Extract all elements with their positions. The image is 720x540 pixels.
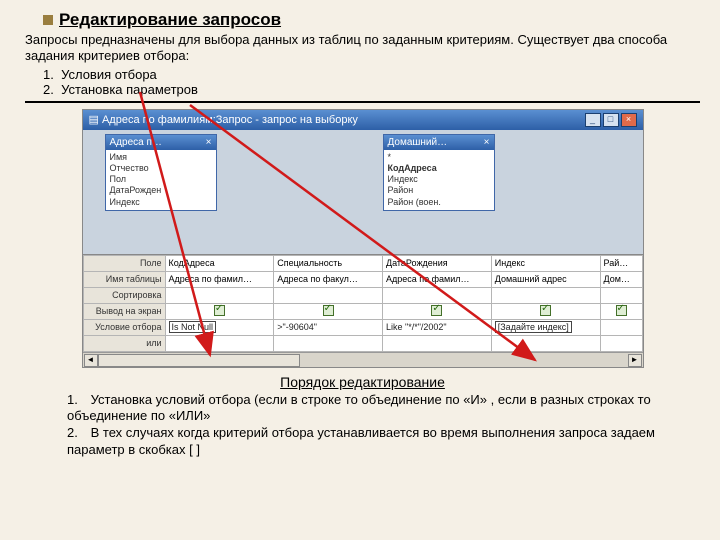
ways-list: 1. Условия отбора 2. Установка параметро… bbox=[43, 67, 700, 97]
app-icon: ▤ bbox=[89, 114, 99, 126]
query-designer-window: ▤ Адреса по фамилиям:Запрос - запрос на … bbox=[82, 109, 644, 368]
criteria-cell[interactable]: Is Not Null bbox=[169, 321, 217, 333]
show-checkbox[interactable] bbox=[323, 305, 334, 316]
minimize-button[interactable]: _ bbox=[585, 113, 601, 127]
show-checkbox[interactable] bbox=[540, 305, 551, 316]
show-checkbox[interactable] bbox=[214, 305, 225, 316]
scroll-left-icon[interactable]: ◄ bbox=[84, 354, 98, 367]
slide-title: Редактирование запросов bbox=[43, 10, 700, 30]
tables-pane: Адреса п…× Имя Отчество Пол ДатаРожден И… bbox=[83, 130, 643, 254]
scroll-right-icon[interactable]: ► bbox=[628, 354, 642, 367]
window-titlebar: ▤ Адреса по фамилиям:Запрос - запрос на … bbox=[83, 110, 643, 130]
criteria-cell[interactable]: [Задайте индекс] bbox=[495, 321, 572, 333]
close-icon[interactable]: × bbox=[484, 137, 490, 148]
show-checkbox[interactable] bbox=[616, 305, 627, 316]
criteria-cell[interactable]: Like "*/*"/2002" bbox=[386, 322, 447, 332]
criteria-cell[interactable]: >"-90604" bbox=[277, 322, 317, 332]
show-checkbox[interactable] bbox=[431, 305, 442, 316]
divider bbox=[25, 101, 700, 103]
horizontal-scrollbar[interactable]: ◄ ► bbox=[83, 352, 643, 367]
scroll-thumb[interactable] bbox=[98, 354, 300, 367]
table-source-right[interactable]: Домашний…× * КодАдреса Индекс Район Райо… bbox=[383, 134, 495, 211]
maximize-button[interactable]: □ bbox=[603, 113, 619, 127]
close-button[interactable]: × bbox=[621, 113, 637, 127]
procedure-list: 1. Установка условий отбора (если в стро… bbox=[67, 392, 680, 460]
intro-text: Запросы предназначены для выбора данных … bbox=[25, 32, 700, 65]
bullet-square bbox=[43, 15, 53, 25]
close-icon[interactable]: × bbox=[206, 137, 212, 148]
table-source-left[interactable]: Адреса п…× Имя Отчество Пол ДатаРожден И… bbox=[105, 134, 217, 211]
procedure-title: Порядок редактирование bbox=[25, 374, 700, 390]
qbe-grid[interactable]: Поле КодАдреса Специальность ДатаРождени… bbox=[83, 254, 643, 367]
